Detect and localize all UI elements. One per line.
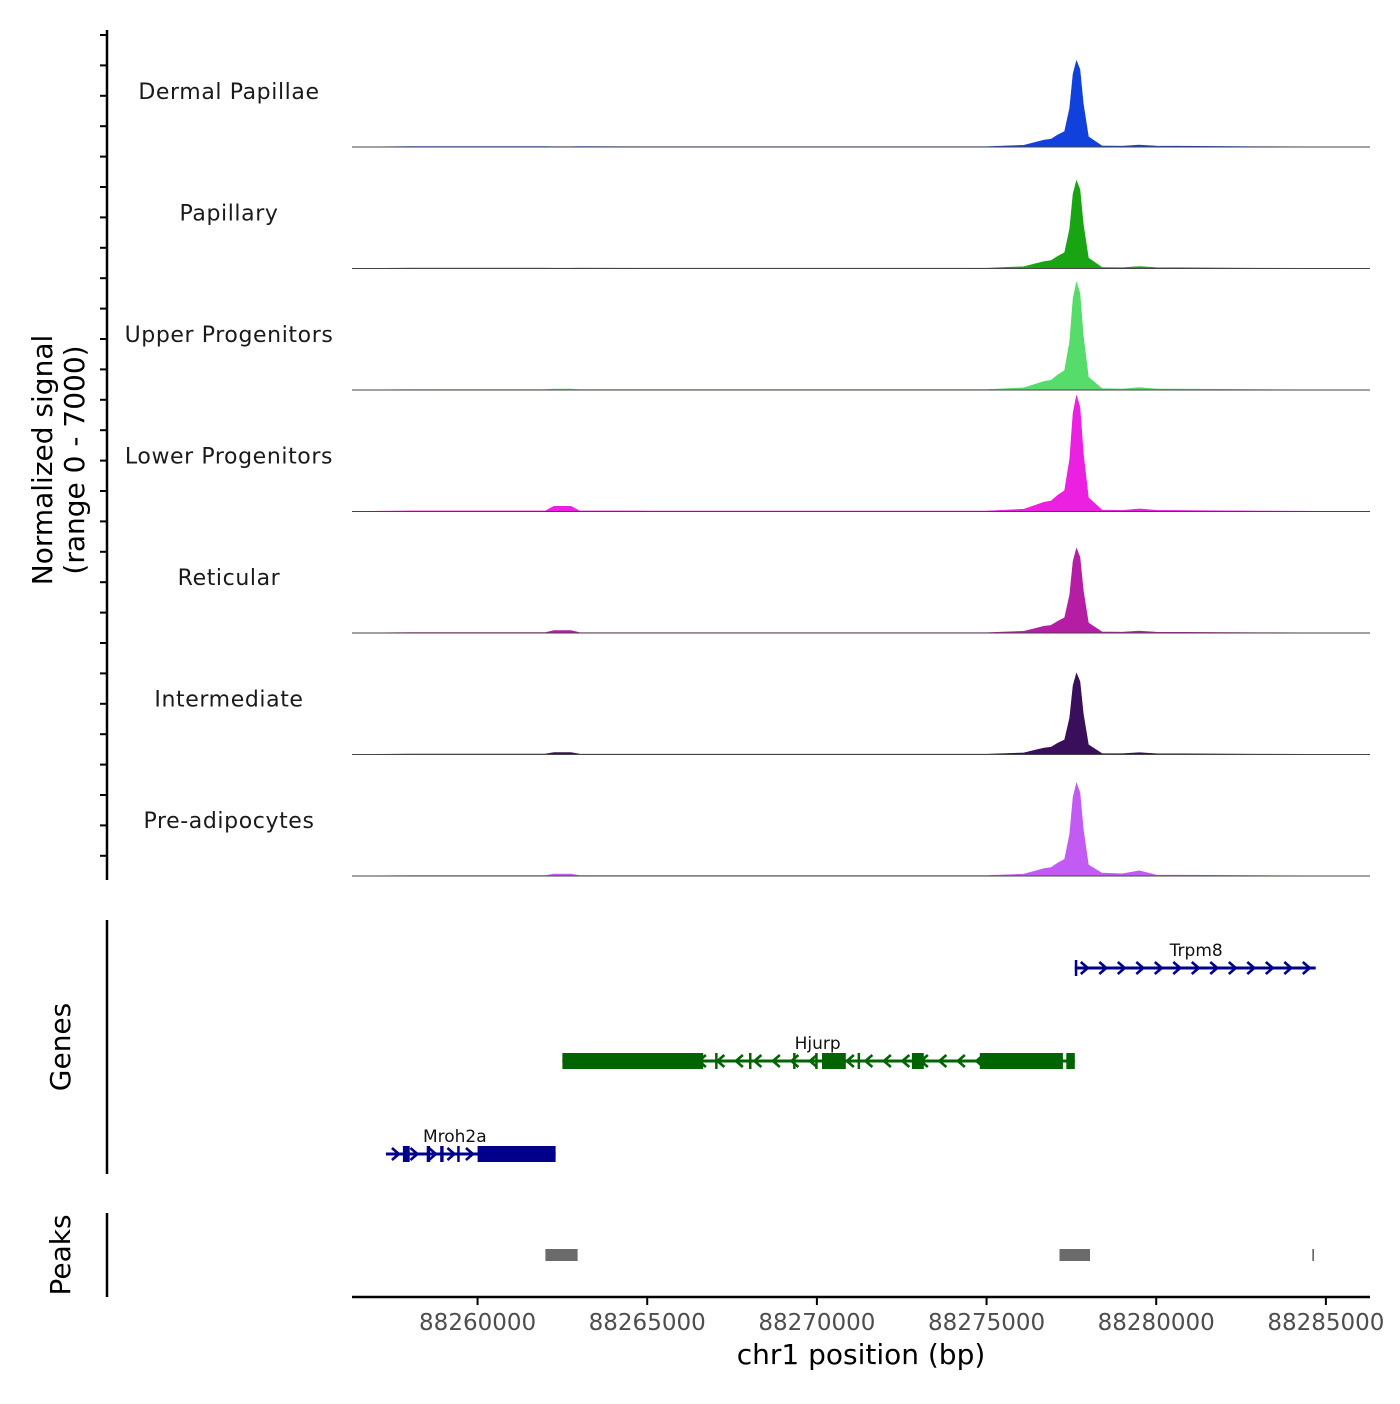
x-axis-label: chr1 position (bp) bbox=[737, 1338, 986, 1371]
strand-arrow bbox=[807, 1054, 818, 1068]
signal-area bbox=[351, 59, 1371, 148]
strand-arrow bbox=[1172, 961, 1183, 975]
x-axis: 88260000 88265000 88270000 88275000 88280000… bbox=[352, 1295, 1384, 1371]
signal-area bbox=[351, 281, 1371, 391]
signal-track: Upper Progenitors bbox=[125, 281, 1371, 391]
gene-exon bbox=[1074, 960, 1078, 976]
track-label: Lower Progenitors bbox=[125, 445, 333, 470]
strand-arrow bbox=[789, 1054, 800, 1068]
strand-arrow bbox=[1079, 961, 1090, 975]
track-label: Pre-adipocytes bbox=[143, 809, 314, 834]
signal-track: Dermal Papillae bbox=[138, 59, 1371, 148]
x-tick-label: 88265000 bbox=[589, 1310, 706, 1336]
strand-arrow bbox=[1190, 961, 1201, 975]
peak-bar bbox=[1059, 1249, 1090, 1261]
strand-arrow bbox=[770, 1054, 781, 1068]
strand-arrow bbox=[733, 1054, 744, 1068]
gene-exon bbox=[562, 1053, 704, 1069]
strand-arrow bbox=[881, 1054, 892, 1068]
gene-exon bbox=[911, 1053, 924, 1069]
strand-arrow bbox=[1227, 961, 1238, 975]
y-axis-label-line1: Normalized signal bbox=[26, 335, 59, 586]
strand-arrow bbox=[955, 1054, 966, 1068]
gene-label: Mroh2a bbox=[423, 1127, 487, 1147]
track-label: Intermediate bbox=[154, 688, 303, 713]
gene-exon bbox=[822, 1053, 846, 1069]
gene-models: Trpm8 Hjurp Mroh2a bbox=[385, 941, 1316, 1162]
signal-area bbox=[351, 547, 1371, 634]
strand-arrow bbox=[1264, 961, 1275, 975]
genes-label: Genes bbox=[44, 1003, 77, 1091]
x-tick-label: 88270000 bbox=[758, 1310, 875, 1336]
strand-arrow bbox=[900, 1054, 911, 1068]
strand-arrow bbox=[1301, 961, 1312, 975]
strand-arrow bbox=[937, 1054, 948, 1068]
gene-exon bbox=[715, 1053, 718, 1069]
signal-area bbox=[351, 672, 1371, 755]
y-axis-label-line2: (range 0 - 7000) bbox=[58, 345, 91, 574]
strand-arrow bbox=[1153, 961, 1164, 975]
track-label: Papillary bbox=[179, 202, 278, 227]
gene-exon bbox=[857, 1053, 861, 1069]
strand-arrow bbox=[409, 1147, 420, 1161]
strand-arrow bbox=[863, 1054, 874, 1068]
track-label: Dermal Papillae bbox=[138, 80, 319, 105]
signal-track: Pre-adipocytes bbox=[143, 782, 1371, 877]
gene-exon bbox=[979, 1053, 1063, 1069]
signal-track: Reticular bbox=[178, 547, 1371, 634]
strand-arrow bbox=[1098, 961, 1109, 975]
peaks-label: Peaks bbox=[44, 1214, 77, 1295]
strand-arrow bbox=[428, 1147, 438, 1161]
peak-bar bbox=[1312, 1249, 1314, 1261]
gene-exon bbox=[440, 1146, 444, 1162]
signal-area bbox=[351, 395, 1371, 512]
signal-y-axis bbox=[100, 30, 109, 880]
signal-area bbox=[351, 782, 1371, 877]
x-tick-label: 88260000 bbox=[419, 1310, 536, 1336]
peaks-panel: Peaks bbox=[44, 1213, 1314, 1297]
strand-arrow bbox=[1209, 961, 1220, 975]
x-ticks: 88260000 88265000 88270000 88275000 88280000… bbox=[419, 1297, 1384, 1336]
gene-label: Trpm8 bbox=[1169, 941, 1223, 961]
gene-exon bbox=[457, 1146, 460, 1162]
genes-panel: Genes Trpm8 Hjurp Mroh2a bbox=[44, 920, 1316, 1174]
strand-arrow bbox=[391, 1147, 401, 1161]
strand-arrow bbox=[1135, 961, 1146, 975]
signal-area bbox=[351, 179, 1371, 269]
strand-arrow bbox=[446, 1147, 457, 1161]
strand-arrow bbox=[465, 1147, 475, 1161]
gene-model: Trpm8 bbox=[1074, 941, 1316, 976]
signal-track: Papillary bbox=[179, 179, 1371, 269]
peak-bar bbox=[545, 1249, 578, 1261]
track-label: Upper Progenitors bbox=[125, 323, 334, 348]
peak-bars bbox=[545, 1249, 1314, 1261]
gene-exon bbox=[477, 1146, 556, 1162]
gene-exon bbox=[1066, 1053, 1075, 1069]
gene-exon bbox=[815, 1053, 818, 1069]
gene-exon bbox=[749, 1053, 752, 1069]
signal-panels: Dermal Papillae Papillary Upper Progenitor… bbox=[125, 59, 1371, 877]
strand-arrow bbox=[1246, 961, 1257, 975]
strand-arrow bbox=[844, 1054, 855, 1068]
gene-model: Hjurp bbox=[562, 1034, 1075, 1069]
x-tick-label: 88275000 bbox=[928, 1310, 1045, 1336]
strand-arrow bbox=[1283, 961, 1294, 975]
signal-track: Intermediate bbox=[154, 672, 1371, 755]
gene-exon bbox=[426, 1146, 431, 1162]
signal-ticks bbox=[100, 34, 107, 857]
signal-track: Lower Progenitors bbox=[125, 395, 1371, 512]
strand-arrow bbox=[1116, 961, 1127, 975]
gene-exon bbox=[402, 1146, 410, 1162]
gene-model: Mroh2a bbox=[385, 1127, 556, 1162]
x-tick-label: 88280000 bbox=[1098, 1310, 1215, 1336]
gene-exon bbox=[793, 1053, 796, 1069]
gene-label: Hjurp bbox=[795, 1034, 841, 1054]
track-label: Reticular bbox=[178, 566, 281, 591]
x-tick-label: 88285000 bbox=[1267, 1310, 1384, 1336]
strand-arrow bbox=[752, 1054, 763, 1068]
